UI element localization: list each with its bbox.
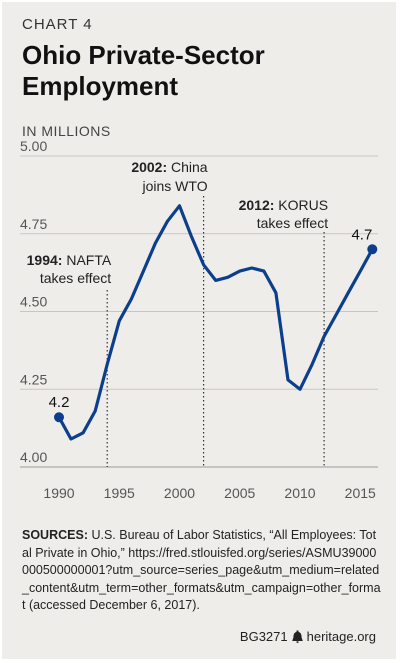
x-tick-label: 2010 (284, 485, 315, 501)
event-year: 2012: (239, 197, 275, 213)
footer: BG3271 heritage.org (240, 629, 376, 644)
y-tick-label: 4.25 (20, 371, 47, 387)
series-line (57, 204, 374, 441)
event-name: NAFTA (62, 252, 111, 268)
event-annotation-line1: 2012: KORUS (239, 197, 329, 213)
event-annotation-line2: takes effect (257, 215, 328, 231)
y-tick-label: 5.00 (20, 138, 47, 154)
x-tick-label: 1995 (104, 485, 135, 501)
footer-site: heritage.org (306, 629, 376, 644)
y-tick-label: 4.00 (20, 449, 47, 465)
footer-code: BG3271 (239, 629, 288, 644)
x-tick-label: 2000 (164, 485, 195, 501)
chart-card: CHART 4 Ohio Private-Sector Employment I… (2, 2, 396, 659)
event-annotation-line2: takes effect (40, 270, 111, 286)
endpoint-marker (367, 244, 378, 255)
x-tick-label: 2015 (345, 485, 376, 501)
event-year: 1994: (27, 252, 63, 268)
units-label: IN MILLIONS (22, 123, 111, 139)
endpoint-marker (54, 412, 64, 423)
y-tick-label: 4.50 (20, 294, 47, 310)
event-name: China (167, 159, 208, 175)
chart-title: Ohio Private-Sector Employment (22, 40, 265, 101)
chart-number-label: CHART 4 (22, 16, 93, 33)
sources-note: SOURCES: U.S. Bureau of Labor Statistics… (22, 527, 382, 615)
x-tick-label: 2005 (224, 485, 255, 501)
sources-label: SOURCES: (22, 528, 88, 542)
endpoint-label: 4.7 (351, 226, 372, 243)
event-annotation-line1: 2002: China (131, 159, 207, 175)
line-chart: 4.00 4.25 4.50 4.75 5.00 1990 1995 2000 2005 2010… (20, 138, 378, 501)
sources-text: U.S. Bureau of Labor Statistics, “All Em… (22, 528, 381, 612)
endpoint-label: 4.2 (49, 394, 70, 411)
liberty-bell-icon (291, 630, 303, 643)
event-annotation-line1: 1994: NAFTA (27, 252, 112, 268)
event-name: KORUS (274, 197, 328, 213)
event-annotation-line2: joins WTO (142, 178, 208, 194)
event-year: 2002: (131, 159, 167, 175)
x-tick-label: 1990 (43, 485, 74, 501)
y-tick-label: 4.75 (20, 216, 47, 232)
